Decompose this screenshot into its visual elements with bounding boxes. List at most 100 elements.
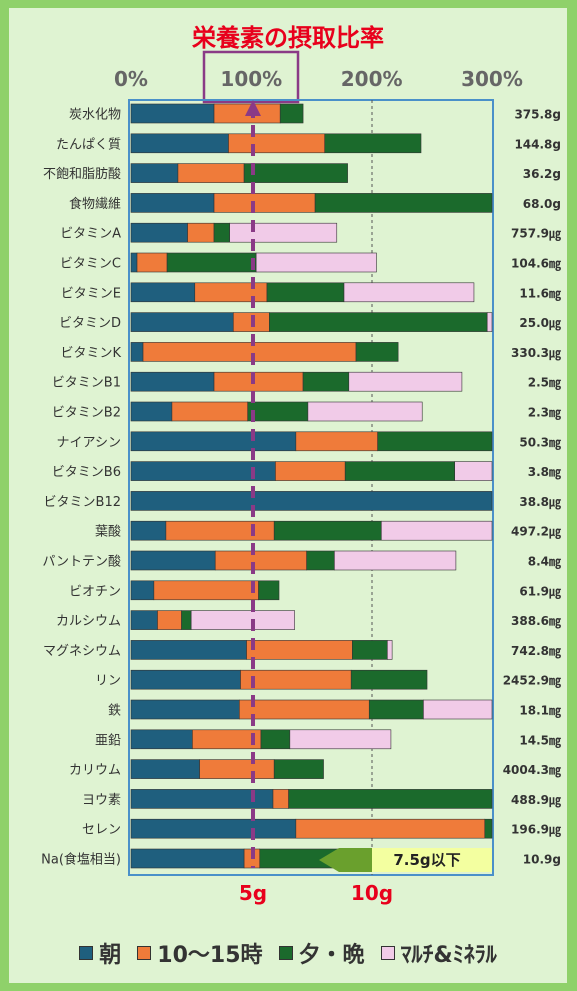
bar-segment-evening: [302, 371, 350, 392]
bar-segment-midday: [272, 789, 289, 809]
bar-segment-midday: [192, 729, 262, 750]
total-amount-label: 8.4㎎: [528, 555, 561, 570]
bar-segment-morning: [130, 699, 240, 720]
category-label: カルシウム: [56, 614, 121, 629]
total-amount-label: 2.3㎎: [528, 406, 561, 421]
bar-segment-midday: [199, 759, 275, 779]
total-amount-label: 488.9㎍: [511, 793, 561, 808]
bar-segment-supplement: [289, 729, 392, 750]
bar-segment-midday: [194, 282, 268, 303]
total-amount-label: 144.8g: [514, 137, 561, 151]
bar-segment-midday: [153, 580, 259, 601]
total-amount-label: 3.8㎎: [528, 465, 561, 480]
category-label: 亜鉛: [95, 733, 121, 748]
category-label: 炭水化物: [69, 108, 121, 123]
bar-segment-evening: [350, 669, 428, 690]
legend-swatch-supplement: [380, 946, 395, 960]
legend-label-morning: 朝: [99, 943, 122, 968]
bar-segment-morning: [130, 133, 229, 154]
bar-segment-supplement: [387, 640, 393, 660]
x-tick-label: 100%: [220, 67, 282, 91]
x-tick-label: 0%: [114, 67, 148, 91]
bar-segment-midday: [275, 461, 346, 481]
bar-segment-midday: [295, 818, 486, 839]
bar-segment-evening: [355, 342, 399, 362]
legend-swatch-morning: [79, 946, 94, 960]
bar-segment-midday: [239, 699, 370, 720]
legend-item-midday: 10〜15時: [137, 937, 263, 969]
total-amount-label: 61.9㎍: [519, 584, 561, 599]
category-label: セレン: [82, 823, 121, 838]
sodium-target-label: 7.5g以下: [393, 851, 460, 869]
total-amount-label: 50.3㎎: [519, 435, 561, 450]
bar-segment-evening: [243, 163, 348, 183]
bar-segment-evening: [269, 312, 488, 332]
bar-segment-morning: [130, 550, 216, 571]
bar-segment-supplement: [423, 699, 493, 720]
bar-segment-midday: [177, 163, 245, 183]
bar-segment-morning: [130, 163, 179, 183]
category-label: 食物繊維: [69, 196, 121, 212]
total-amount-label: 196.9㎍: [511, 823, 561, 838]
total-amount-label: 742.8㎎: [511, 644, 561, 659]
bar-segment-evening: [484, 818, 493, 839]
bar-segment-morning: [130, 282, 196, 303]
category-label: カリウム: [69, 763, 121, 778]
bar-segment-evening: [247, 401, 309, 422]
category-label: ビタミンB1: [52, 376, 121, 391]
bar-segment-morning: [130, 610, 158, 630]
category-label: ビタミンB2: [52, 406, 121, 421]
total-amount-label: 11.6㎎: [519, 286, 561, 301]
bar-segment-morning: [130, 252, 138, 273]
category-label: ビタミンB6: [52, 465, 121, 480]
bar-segment-morning: [130, 848, 245, 869]
bar-segment-supplement: [255, 252, 377, 273]
sodium-5g-label: 5g: [239, 881, 267, 905]
bar-segment-evening: [213, 222, 230, 243]
total-amount-label: 2452.9㎎: [503, 674, 561, 689]
bar-segment-evening: [306, 550, 335, 571]
sodium-target-arrow: 7.5g以下: [319, 848, 492, 872]
bar-segment-evening: [324, 133, 422, 154]
highlight-100-box: [202, 50, 300, 104]
bar-segment-midday: [240, 669, 352, 690]
total-amount-label: 68.0g: [523, 197, 561, 211]
bar-segment-morning: [130, 759, 200, 779]
total-amount-label: 36.2g: [523, 167, 561, 181]
category-label: ビタミンA: [60, 227, 121, 242]
category-label: マグネシウム: [43, 644, 121, 659]
bar-segment-supplement: [334, 550, 457, 571]
bar-segment-evening: [273, 520, 382, 541]
bar-segment-supplement: [307, 401, 423, 422]
bar-segment-morning: [130, 342, 144, 362]
total-amount-label: 25.0㎍: [519, 316, 561, 331]
category-label: 不飽和脂肪酸: [43, 166, 121, 182]
total-amount-label: 375.8g: [514, 108, 561, 122]
total-amount-label: 497.2㎍: [511, 525, 561, 540]
chart-legend: 朝 10〜15時 夕・晩 ﾏﾙﾁ&ﾐﾈﾗﾙ: [9, 933, 567, 973]
legend-label-evening: 夕・晩: [298, 943, 365, 968]
bar-segment-evening: [181, 610, 192, 630]
x-tick-label: 300%: [461, 67, 523, 91]
bar-segment-evening: [260, 729, 291, 750]
bar-segment-evening: [266, 282, 345, 303]
category-label: リン: [95, 674, 121, 689]
bar-segment-supplement: [229, 222, 338, 243]
bar-segment-supplement: [454, 461, 493, 481]
bar-segment-midday: [136, 252, 168, 273]
bar-segment-morning: [130, 640, 247, 660]
legend-item-morning: 朝: [79, 937, 121, 969]
plot-area: [128, 99, 494, 876]
bar-segment-midday: [295, 431, 378, 452]
total-amount-label: 2.5㎎: [528, 376, 561, 391]
chart-title: 栄養素の摂取比率: [191, 24, 384, 52]
legend-item-supplement: ﾏﾙﾁ&ﾐﾈﾗﾙ: [380, 937, 497, 969]
nutrient-chart: 栄養素の摂取比率 0% 100% 200% 300% 炭水化物 375.8g たんぱく質 1…: [41, 24, 561, 905]
bar-segment-morning: [130, 520, 167, 541]
bar-segment-midday: [142, 342, 357, 362]
bar-segment-midday: [214, 550, 307, 571]
bar-segment-evening: [279, 103, 304, 124]
total-amount-label: 104.6㎎: [511, 257, 561, 272]
category-label: パントテン酸: [42, 555, 121, 570]
total-amount-label: 38.8㎍: [519, 495, 561, 510]
